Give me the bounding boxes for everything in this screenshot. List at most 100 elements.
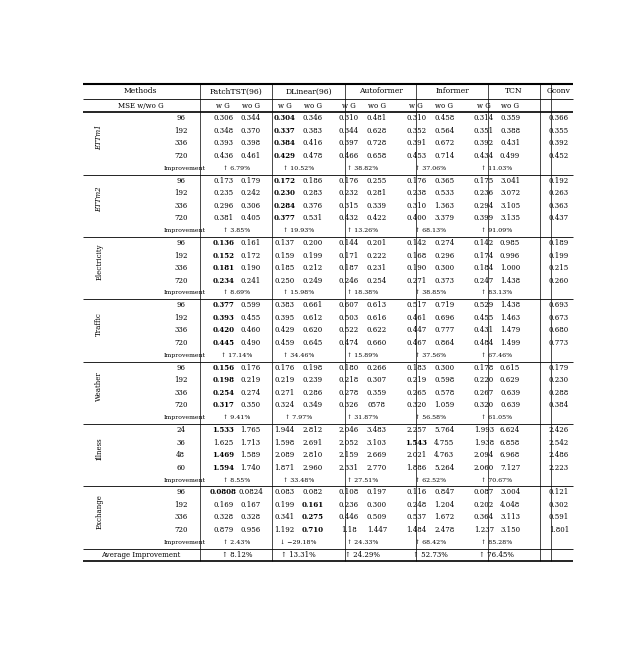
Text: 2.159: 2.159 [339,451,359,459]
Text: 0.234: 0.234 [212,276,234,284]
Text: 3.105: 3.105 [500,202,520,210]
Text: 0.397: 0.397 [339,140,359,147]
Text: 2.257: 2.257 [406,426,426,434]
Text: 3.150: 3.150 [500,526,520,534]
Text: 2.669: 2.669 [367,451,387,459]
Text: 0.714: 0.714 [434,152,454,160]
Text: 3.103: 3.103 [367,439,387,446]
Text: 0.447: 0.447 [406,326,426,335]
Text: ↑ 8.12%: ↑ 8.12% [221,551,252,559]
Text: 0.263: 0.263 [549,189,569,197]
Text: ↑ 38.85%: ↑ 38.85% [415,291,446,295]
Text: Illness: Illness [95,437,104,460]
Text: 0.326: 0.326 [339,401,359,409]
Text: 3.113: 3.113 [500,514,520,521]
Text: 0.200: 0.200 [302,239,323,247]
Text: 0.629: 0.629 [500,376,520,384]
Text: 0.455: 0.455 [474,314,494,322]
Text: 0.121: 0.121 [549,488,569,497]
Text: 0.359: 0.359 [367,389,387,397]
Text: w G: w G [410,101,423,110]
Text: 0.186: 0.186 [302,177,323,185]
Text: Traffic: Traffic [95,312,104,336]
Text: 0.339: 0.339 [367,202,387,210]
Text: 0.393: 0.393 [212,314,234,322]
Text: 0.461: 0.461 [241,152,260,160]
Text: 96: 96 [176,302,185,309]
Text: 0.241: 0.241 [241,276,260,284]
Text: 0.693: 0.693 [549,302,569,309]
Text: 0.294: 0.294 [474,202,494,210]
Text: TCN: TCN [505,87,522,96]
Text: 0.215: 0.215 [549,264,569,272]
Text: 1.204: 1.204 [434,501,454,509]
Text: 0.658: 0.658 [367,152,387,160]
Text: 0.254: 0.254 [367,276,387,284]
Text: 1.237: 1.237 [474,526,494,534]
Text: 0.864: 0.864 [434,339,454,347]
Text: 0.087: 0.087 [474,488,494,497]
Text: 0.220: 0.220 [474,376,494,384]
Text: 0.499: 0.499 [500,152,520,160]
Text: 0.517: 0.517 [406,302,426,309]
Text: 720: 720 [174,276,188,284]
Text: 0.218: 0.218 [339,376,359,384]
Text: 1.438: 1.438 [500,276,520,284]
Text: 0.314: 0.314 [474,114,494,122]
Text: 2.094: 2.094 [474,451,494,459]
Text: 0.352: 0.352 [406,127,426,135]
Text: 0.199: 0.199 [549,251,569,260]
Text: Improvement: Improvement [164,415,205,420]
Text: ↑ 52.73%: ↑ 52.73% [413,551,448,559]
Text: 2.331: 2.331 [339,464,359,472]
Text: ↑ 38.82%: ↑ 38.82% [348,166,378,171]
Text: 60: 60 [176,464,185,472]
Text: 0.612: 0.612 [302,314,323,322]
Text: 0.661: 0.661 [302,302,323,309]
Text: 0.615: 0.615 [500,364,520,372]
Text: 0.179: 0.179 [241,177,260,185]
Text: 0.172: 0.172 [241,251,260,260]
Text: ↑ 56.58%: ↑ 56.58% [415,415,446,420]
Text: 0.773: 0.773 [549,339,569,347]
Text: 0.422: 0.422 [367,214,387,222]
Text: 0.847: 0.847 [434,488,454,497]
Text: 0.190: 0.190 [406,264,426,272]
Text: 0.639: 0.639 [500,389,520,397]
Text: 2.960: 2.960 [302,464,323,472]
Text: 0.185: 0.185 [275,264,295,272]
Text: 0.337: 0.337 [274,127,296,135]
Text: 0.187: 0.187 [339,264,359,272]
Text: 0.198: 0.198 [302,364,323,372]
Text: 6.624: 6.624 [500,426,520,434]
Text: 0.429: 0.429 [275,326,295,335]
Text: 0.212: 0.212 [302,264,323,272]
Text: 0.310: 0.310 [339,114,359,122]
Text: 0.364: 0.364 [474,514,494,521]
Text: 0.275: 0.275 [301,514,323,521]
Text: 0.672: 0.672 [434,140,454,147]
Text: w G: w G [216,101,230,110]
Text: 0578: 0578 [368,401,386,409]
Text: 1.438: 1.438 [500,302,520,309]
Text: wo G: wo G [241,101,259,110]
Text: 0.173: 0.173 [213,177,234,185]
Text: 5.264: 5.264 [434,464,454,472]
Text: 0.460: 0.460 [241,326,260,335]
Text: 1.447: 1.447 [367,526,387,534]
Text: 0.392: 0.392 [549,140,569,147]
Text: 0.222: 0.222 [367,251,387,260]
Text: 0.996: 0.996 [500,251,520,260]
Text: 2.021: 2.021 [406,451,426,459]
Text: 0.178: 0.178 [474,364,494,372]
Text: 336: 336 [174,140,188,147]
Text: 0.246: 0.246 [339,276,359,284]
Text: w G: w G [342,101,356,110]
Text: 0.533: 0.533 [435,189,454,197]
Text: 0.161: 0.161 [241,239,260,247]
Text: 2.812: 2.812 [302,426,323,434]
Text: Methods: Methods [124,87,157,96]
Text: 0.324: 0.324 [275,401,294,409]
Text: ↑ 18.38%: ↑ 18.38% [348,291,378,295]
Text: 0.328: 0.328 [241,514,260,521]
